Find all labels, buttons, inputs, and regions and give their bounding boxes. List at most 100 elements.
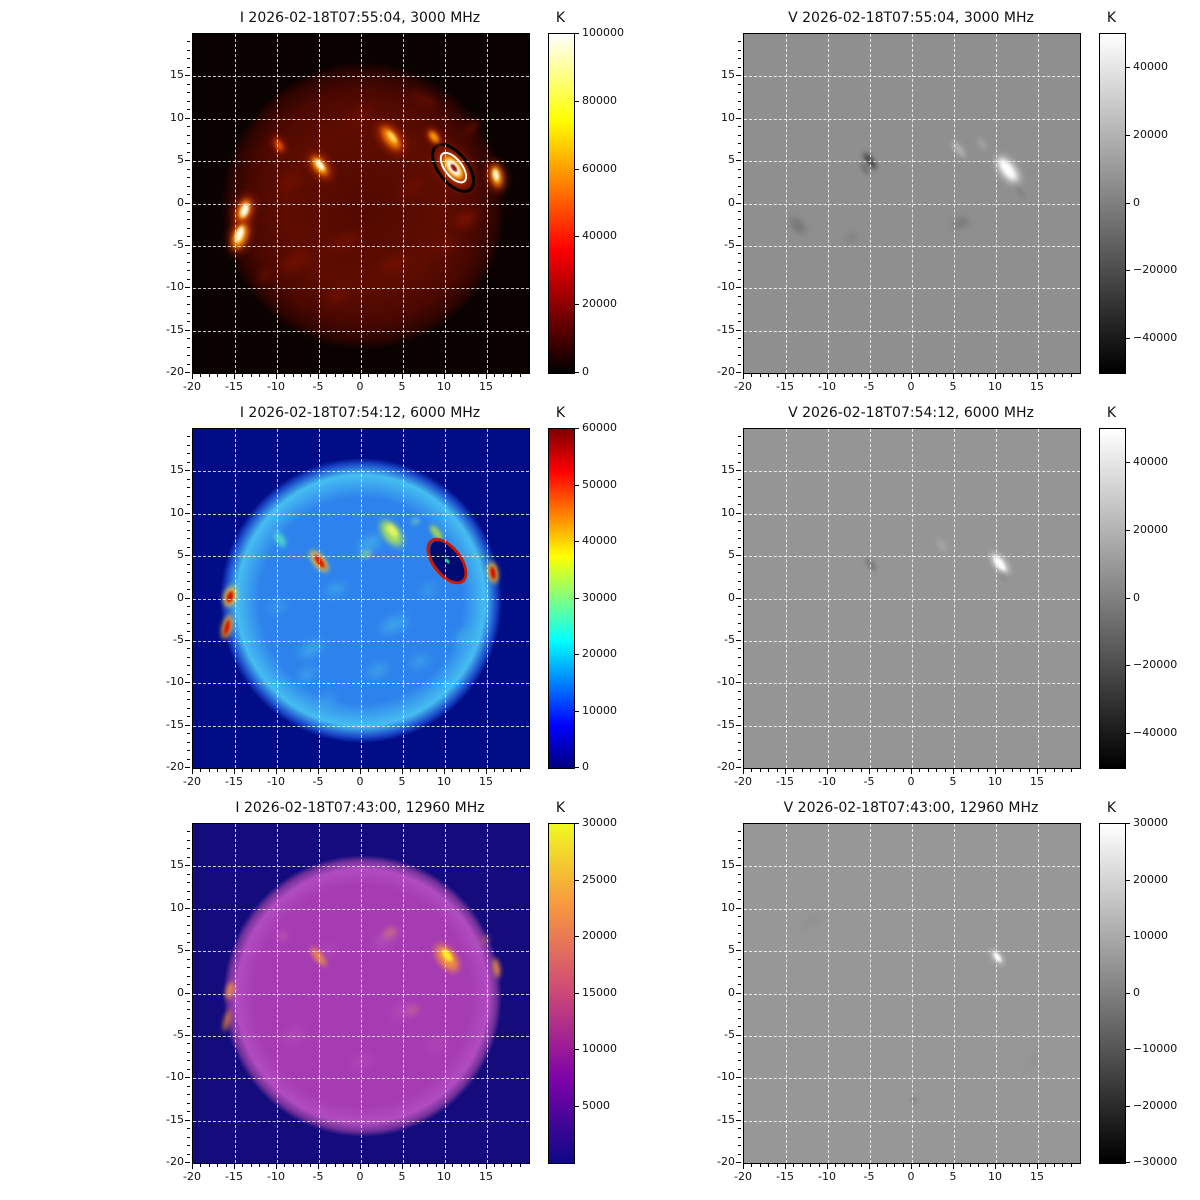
y-minor-tick [738,546,741,548]
x-minor-tick [860,1164,862,1167]
grid-line [744,993,1080,995]
map-feature [778,204,818,247]
x-minor-tick [284,1164,286,1167]
colorbar [1099,33,1126,374]
colorbar-tick-label: 20000 [582,929,617,942]
x-tick [234,374,235,379]
y-minor-tick [738,873,741,875]
x-minor-tick [978,1164,980,1167]
y-tick-label: 15 [721,68,735,82]
x-tick [953,1164,954,1169]
colorbar-unit-label: K [1106,800,1117,816]
map-plot [192,33,530,374]
x-tick-label: 10 [988,1170,1002,1183]
y-tick-label: -15 [166,717,184,731]
y-minor-tick [738,1026,741,1028]
x-tick-label: -15 [776,1170,794,1183]
x-minor-tick [301,374,303,377]
colorbar-tick [1126,733,1130,735]
y-minor-tick [187,495,190,497]
x-minor-tick [334,374,336,377]
y-minor-tick [187,848,190,850]
y-minor-tick [187,444,190,446]
y-tick-label: 0 [177,985,184,999]
x-minor-tick [225,769,227,772]
x-tick-label: 5 [398,775,406,788]
y-minor-tick [738,194,741,196]
y-minor-tick [738,831,741,833]
y-minor-tick [738,126,741,128]
y-minor-tick [738,975,741,977]
y-minor-tick [187,1000,190,1002]
colorbar [548,428,575,769]
grid-line [445,824,446,1163]
x-tick-label: -10 [818,1170,836,1183]
x-minor-tick [284,374,286,377]
y-minor-tick [738,321,741,323]
y-tick [185,724,190,726]
y-tick-label: -10 [717,675,735,689]
y-minor-tick [187,521,190,523]
y-tick [185,597,190,599]
y-tick-label: -20 [166,365,184,378]
x-minor-tick [242,769,244,772]
solar-disk [223,855,503,1137]
y-minor-tick [187,1094,190,1096]
x-minor-tick [936,769,938,772]
y-minor-tick [187,168,190,170]
x-minor-tick [936,374,938,377]
y-minor-tick [187,346,190,348]
x-minor-tick [301,1164,303,1167]
y-minor-tick [187,975,190,977]
x-tick [192,1164,193,1169]
y-tick-label: 5 [728,153,735,167]
x-minor-tick [326,1164,328,1167]
y-tick-label: -20 [166,1155,184,1168]
colorbar-tick [1126,823,1130,824]
y-minor-tick [187,890,190,892]
x-minor-tick [927,769,929,772]
x-minor-tick [1028,1164,1030,1167]
y-minor-tick [187,210,190,212]
x-minor-tick [1045,769,1047,772]
x-tick-label: 10 [988,380,1002,393]
colorbar-tick-label: 30000 [582,590,617,604]
y-tick-label: -10 [166,280,184,294]
x-minor-tick [776,769,778,772]
y-tick [185,512,190,514]
x-minor-tick [259,769,261,772]
y-minor-tick [187,177,190,179]
y-tick [736,682,741,684]
grid-line [193,866,529,868]
x-tick [486,769,487,774]
x-minor-tick [242,374,244,377]
y-minor-tick [187,741,190,743]
grid-line [744,866,1080,868]
y-minor-tick [738,1094,741,1096]
x-tick-label: -15 [776,380,794,393]
x-tick-label: 0 [907,380,915,393]
grid-line [1038,34,1039,373]
x-minor-tick [267,374,269,377]
x-minor-tick [351,769,353,772]
x-tick [318,769,319,774]
y-minor-tick [738,916,741,918]
x-minor-tick [818,1164,820,1167]
colorbar-tick-label: 30000 [582,816,617,829]
y-minor-tick [738,699,741,701]
grid-line [1038,429,1039,768]
x-tick-label: 15 [479,1170,493,1183]
colorbar-tick-label: 40000 [1133,454,1168,468]
map-plot [192,428,530,769]
y-minor-tick [738,478,741,480]
y-minor-tick [187,967,190,969]
x-minor-tick [894,769,896,772]
colorbar-tick [1126,1049,1130,1050]
y-minor-tick [187,304,190,306]
y-minor-tick [738,1136,741,1138]
x-tick-label: 15 [1030,775,1044,788]
y-minor-tick [738,270,741,272]
x-minor-tick [267,1164,269,1167]
x-minor-tick [250,769,252,772]
x-minor-tick [759,1164,761,1167]
